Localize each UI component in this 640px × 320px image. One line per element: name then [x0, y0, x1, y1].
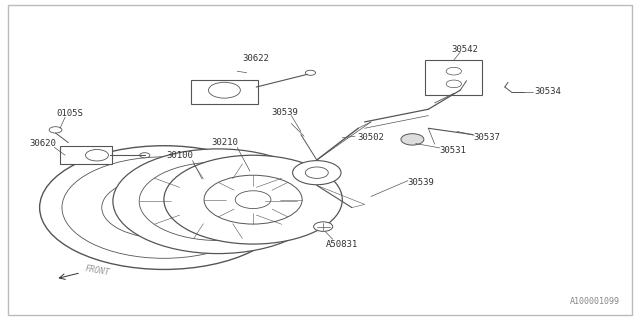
FancyBboxPatch shape	[60, 146, 111, 164]
Circle shape	[446, 80, 461, 88]
Text: 30539: 30539	[407, 178, 434, 187]
Circle shape	[145, 198, 182, 217]
Text: 30622: 30622	[243, 54, 269, 63]
Circle shape	[292, 161, 341, 185]
Circle shape	[236, 191, 271, 209]
Text: FRONT: FRONT	[84, 264, 111, 278]
Circle shape	[102, 177, 226, 238]
Circle shape	[184, 185, 252, 218]
Circle shape	[204, 175, 302, 224]
Text: 0105S: 0105S	[57, 108, 84, 117]
Text: A100001099: A100001099	[570, 297, 620, 306]
Text: 30537: 30537	[474, 133, 500, 142]
Text: 30620: 30620	[29, 139, 56, 148]
Circle shape	[305, 70, 316, 75]
Circle shape	[139, 162, 297, 241]
Circle shape	[164, 155, 342, 244]
Circle shape	[209, 82, 241, 98]
Text: 30534: 30534	[534, 87, 561, 96]
Circle shape	[204, 195, 232, 208]
Text: 30100: 30100	[166, 151, 193, 160]
Text: 30502: 30502	[358, 133, 385, 142]
FancyBboxPatch shape	[191, 80, 258, 104]
Text: A50831: A50831	[326, 240, 358, 249]
Circle shape	[314, 222, 333, 231]
Circle shape	[40, 146, 288, 269]
Circle shape	[401, 134, 424, 145]
Text: 30531: 30531	[439, 146, 466, 155]
Circle shape	[113, 149, 323, 253]
Circle shape	[86, 149, 108, 161]
Circle shape	[446, 68, 461, 75]
Circle shape	[49, 127, 62, 133]
Circle shape	[62, 157, 266, 258]
Circle shape	[140, 153, 150, 158]
Text: 30542: 30542	[452, 45, 479, 54]
Text: 30539: 30539	[271, 108, 298, 117]
Text: 30210: 30210	[211, 138, 238, 147]
Circle shape	[305, 167, 328, 178]
FancyBboxPatch shape	[425, 60, 483, 95]
